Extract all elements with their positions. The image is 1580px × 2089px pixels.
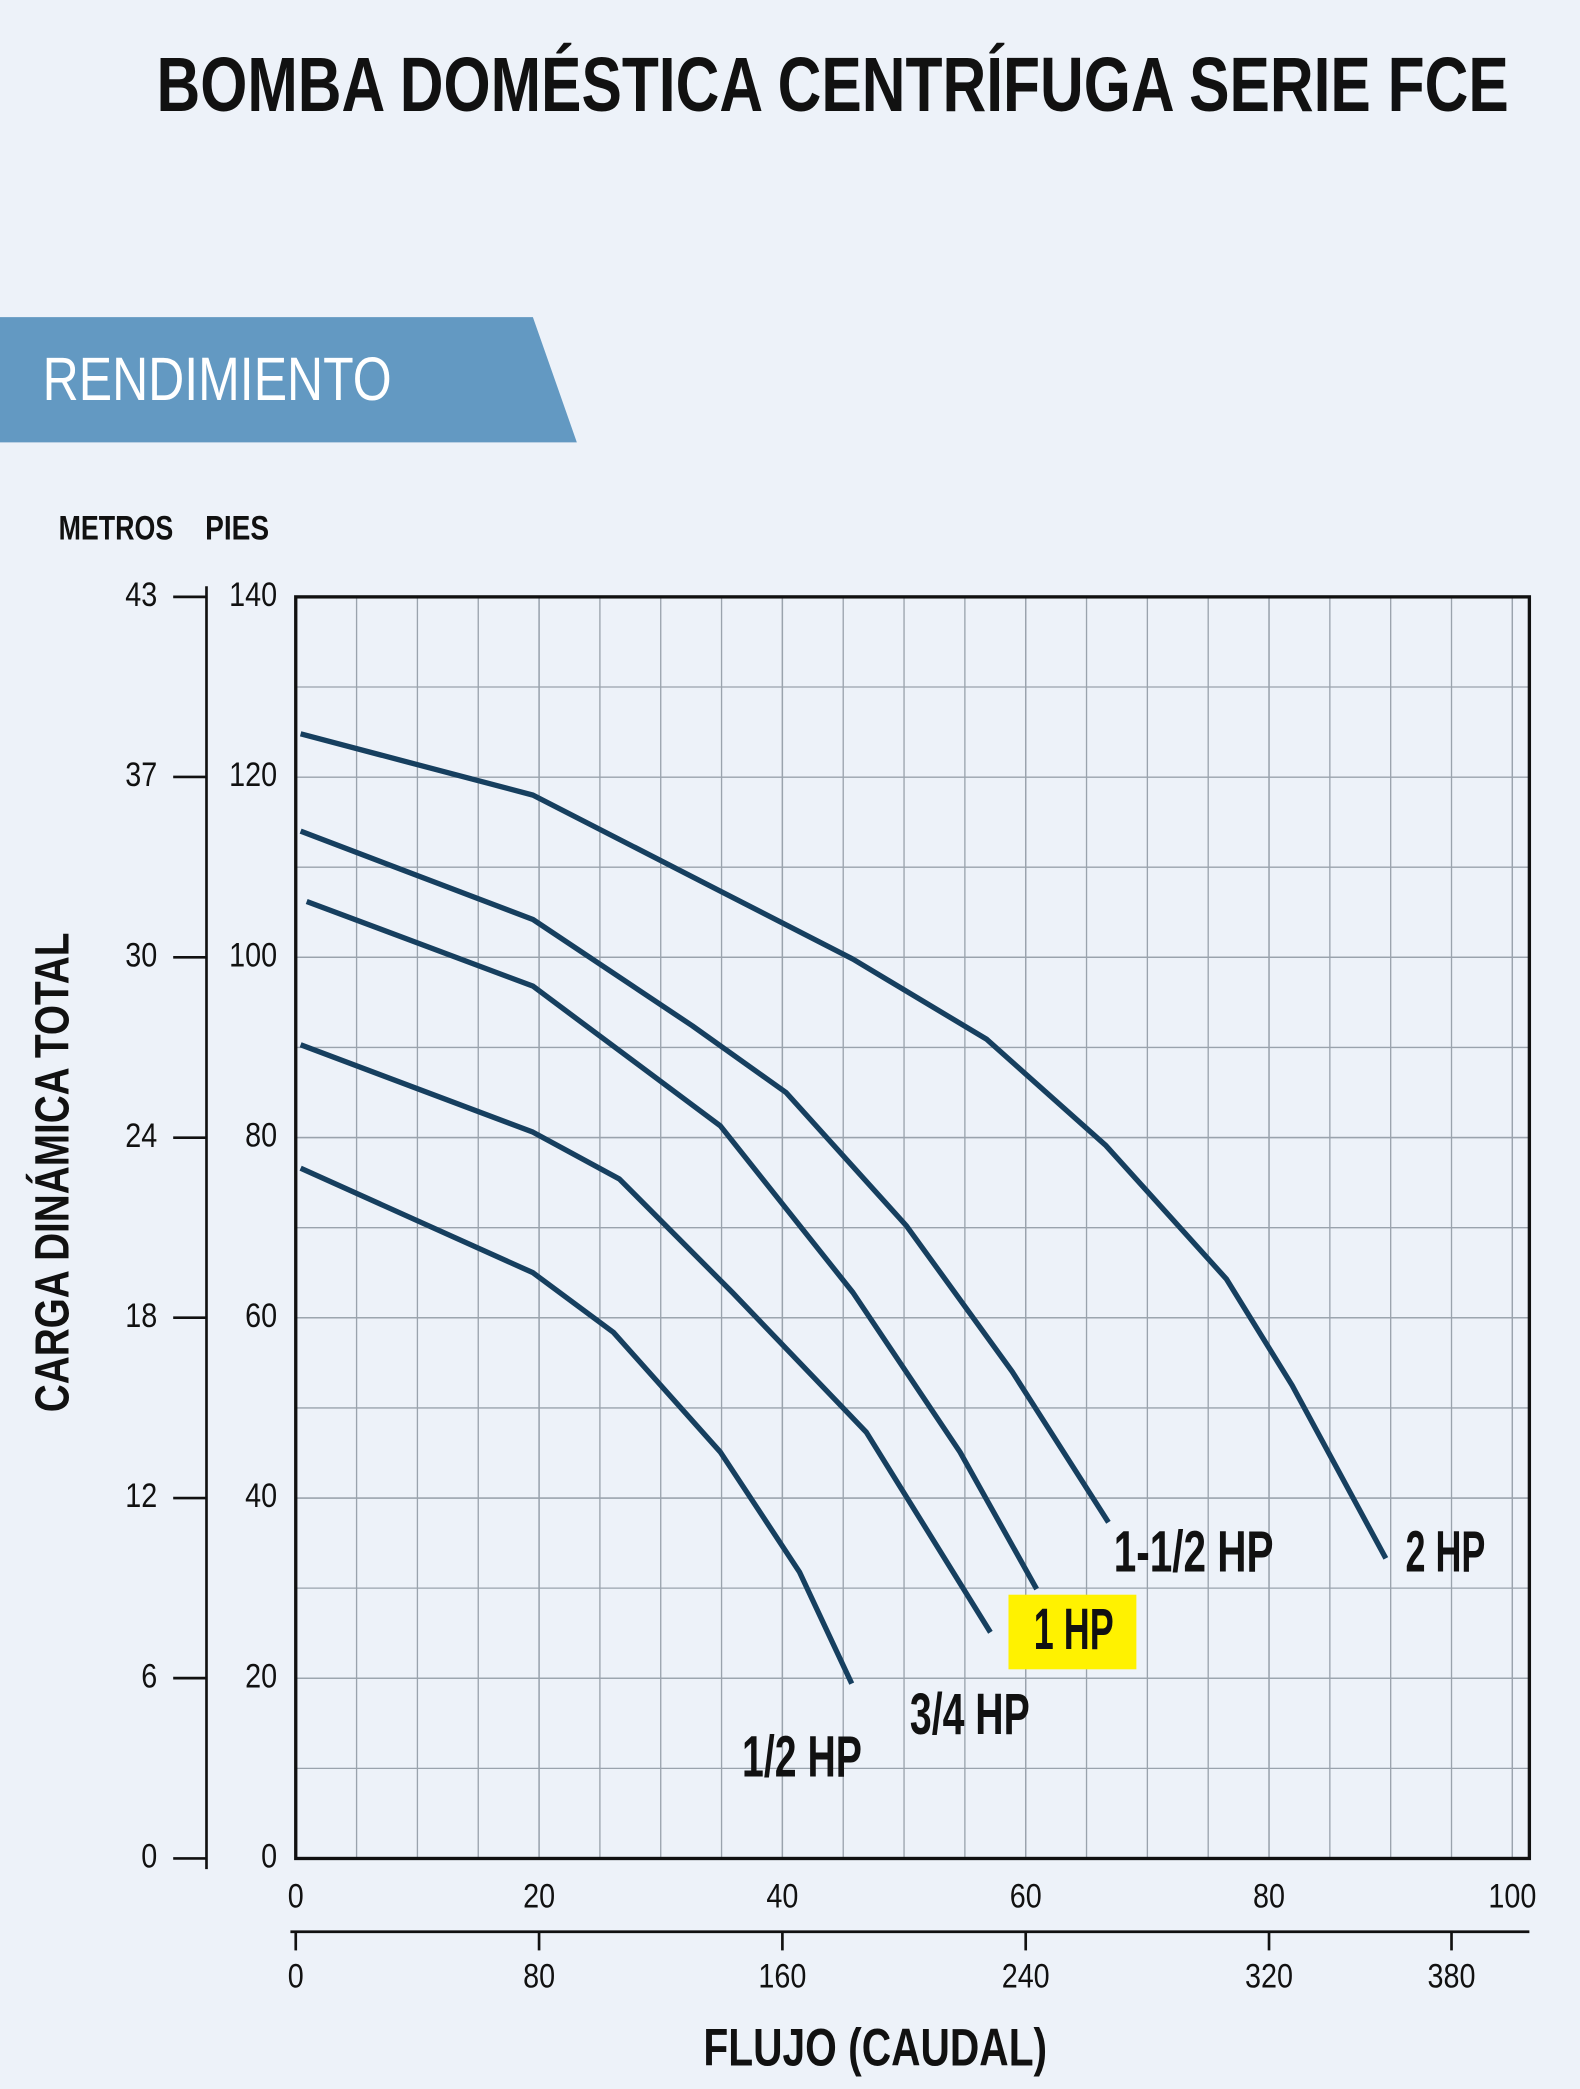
x2-tick-label: 320 <box>1245 1958 1293 1996</box>
x-tick-label: 100 <box>1488 1878 1536 1916</box>
section-title: RENDIMIENTO <box>43 345 392 413</box>
y-tick-label: 60 <box>245 1297 277 1335</box>
y2-tick-label: 24 <box>125 1117 157 1155</box>
legend-label: 3/4 HP <box>910 1682 1030 1747</box>
y2-tick-label: 18 <box>125 1297 157 1335</box>
y2-tick-label: 43 <box>125 576 157 614</box>
x-axis-title: FLUJO (CAUDAL) <box>703 2019 1047 2078</box>
y2-tick-label: 12 <box>125 1477 157 1515</box>
curve <box>299 828 1111 1524</box>
x-tick-label: 60 <box>1010 1878 1042 1916</box>
y2-tick-label: 37 <box>125 756 157 794</box>
x-tick-label: 80 <box>1253 1878 1285 1916</box>
legend-label: 1 HP <box>1034 1597 1114 1662</box>
y-tick-label: 0 <box>261 1838 277 1876</box>
section-banner <box>0 317 577 443</box>
y-axis-label: PIES <box>205 509 269 547</box>
curve <box>299 1042 993 1634</box>
x2-tick-label: 80 <box>523 1958 555 1996</box>
curve <box>299 731 1389 1560</box>
legend-label: 2 HP <box>1405 1520 1485 1585</box>
y2-tick-label: 0 <box>141 1838 157 1876</box>
y-tick-label: 100 <box>229 936 277 974</box>
x2-tick-label: 380 <box>1428 1958 1476 1996</box>
y-axis-title: CARGA DINÁMICA TOTAL <box>26 933 80 1413</box>
curve <box>305 898 1039 1591</box>
y-tick-label: 120 <box>229 756 277 794</box>
label-highlight <box>1008 1594 1137 1670</box>
y2-axis-label: METROS <box>59 509 174 547</box>
x-tick-label: 0 <box>288 1878 304 1916</box>
x2-tick-label: 240 <box>1002 1958 1050 1996</box>
x2-tick-label: 0 <box>288 1958 304 1996</box>
y2-tick-label: 30 <box>125 936 157 974</box>
x-tick-label: 40 <box>766 1878 798 1916</box>
curve <box>299 1165 855 1685</box>
y-tick-label: 80 <box>245 1117 277 1155</box>
y-tick-label: 20 <box>245 1657 277 1695</box>
y2-tick-label: 6 <box>141 1657 157 1695</box>
chart-title: BOMBA DOMÉSTICA CENTRÍFUGA SERIE FCE <box>157 42 1509 128</box>
legend-label: 1/2 HP <box>742 1725 862 1790</box>
y-tick-label: 140 <box>229 576 277 614</box>
x-tick-label: 20 <box>523 1878 555 1916</box>
plot-frame <box>294 595 1532 1861</box>
x2-tick-label: 160 <box>758 1958 806 1996</box>
legend-label: 1-1/2 HP <box>1114 1520 1274 1585</box>
y-tick-label: 40 <box>245 1477 277 1515</box>
